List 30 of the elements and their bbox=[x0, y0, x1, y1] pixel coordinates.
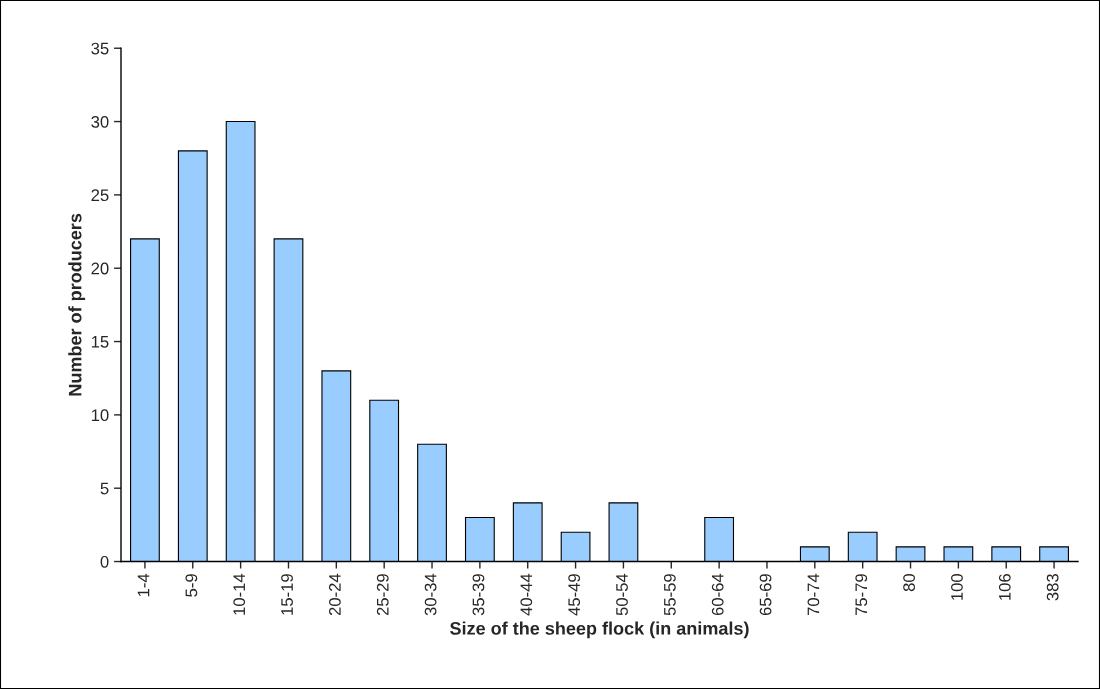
y-tick-label: 5 bbox=[100, 482, 109, 495]
x-tick-label: 15-19 bbox=[281, 574, 293, 615]
x-axis-title: Size of the sheep flock (in animals) bbox=[450, 621, 749, 639]
x-tick-label: 55-59 bbox=[663, 574, 676, 616]
x-tick-label: 80 bbox=[903, 573, 915, 592]
x-tick-label: 70-74 bbox=[807, 573, 820, 616]
x-tick-label: 106 bbox=[998, 574, 1011, 600]
y-tick-label: 15 bbox=[91, 336, 109, 348]
y-tick-label: 35 bbox=[91, 42, 109, 55]
x-tick-label: 1-4 bbox=[137, 573, 150, 597]
y-tick-label: 30 bbox=[91, 115, 109, 128]
x-tick-label: 50-54 bbox=[616, 573, 628, 616]
x-tick-label: 10-14 bbox=[233, 573, 246, 615]
y-tick-label: 25 bbox=[91, 189, 109, 202]
x-tick-label: 45-49 bbox=[568, 574, 581, 616]
y-tick-label: 0 bbox=[100, 555, 109, 568]
y-tick-label: 20 bbox=[91, 262, 109, 275]
x-tick-label: 5-9 bbox=[185, 574, 198, 597]
x-tick-label: 65-69 bbox=[759, 574, 772, 616]
x-tick-label: 20-24 bbox=[329, 573, 341, 616]
y-axis-title: Number of producers bbox=[68, 213, 86, 396]
y-tick-label: 10 bbox=[91, 409, 109, 422]
x-tick-label: 383 bbox=[1046, 574, 1059, 601]
x-tick-label: 100 bbox=[951, 573, 963, 600]
x-tick-label: 60-64 bbox=[711, 573, 724, 616]
x-tick-label: 75-79 bbox=[855, 574, 868, 616]
x-tick-label: 35-39 bbox=[472, 574, 485, 616]
x-tick-label: 40-44 bbox=[520, 573, 533, 616]
x-tick-label: 25-29 bbox=[376, 574, 389, 616]
x-tick-label: 30-34 bbox=[424, 573, 437, 616]
